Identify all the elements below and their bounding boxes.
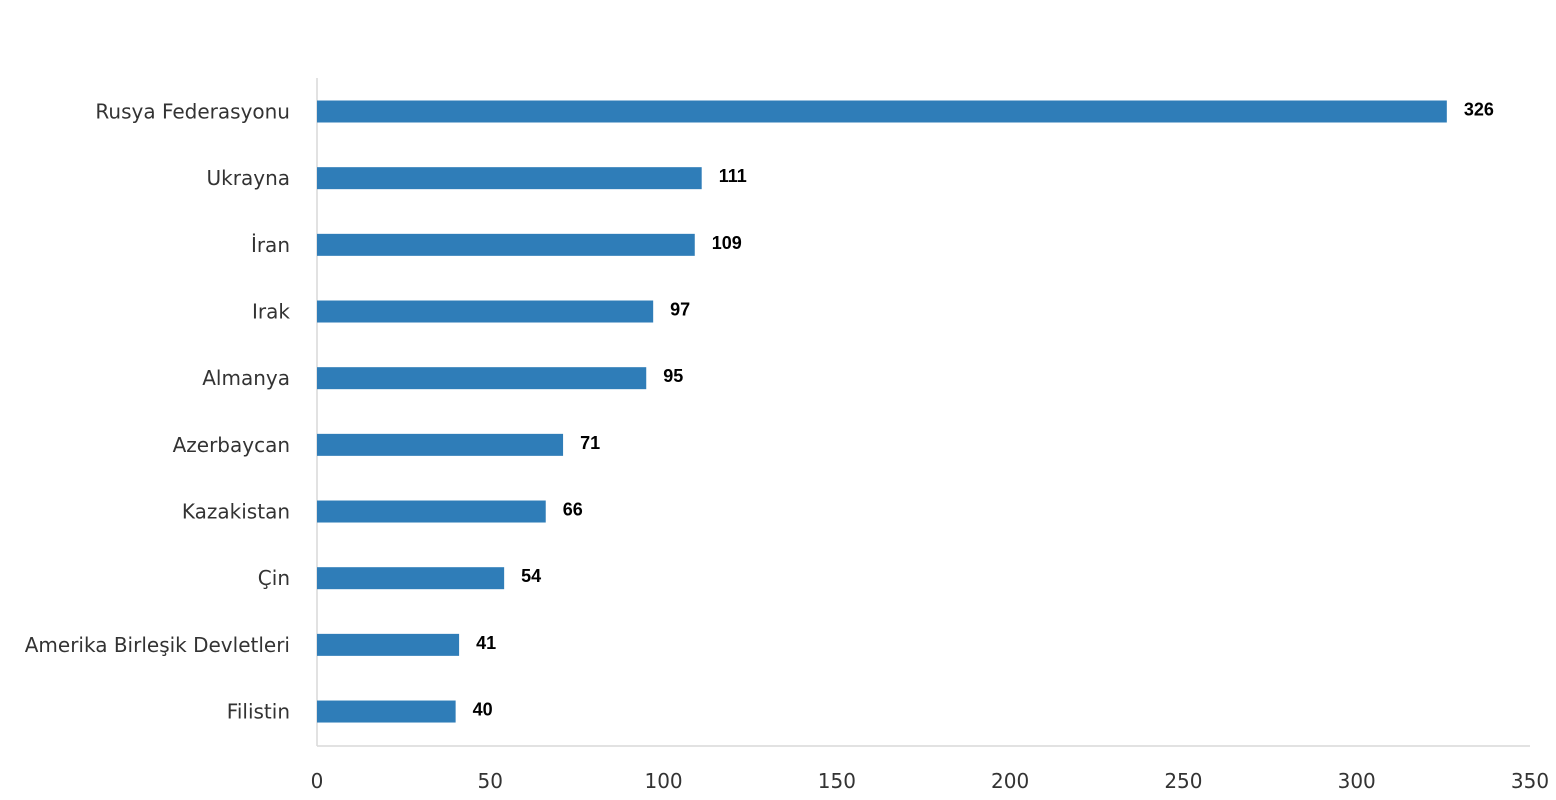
x-tick-label: 250 bbox=[1164, 769, 1202, 793]
category-label: Amerika Birleşik Devletleri bbox=[25, 633, 290, 657]
bar bbox=[317, 500, 546, 523]
bar bbox=[317, 633, 460, 656]
bar bbox=[317, 700, 456, 723]
x-tick-label: 0 bbox=[311, 769, 324, 793]
data-label: 54 bbox=[521, 566, 541, 586]
bar bbox=[317, 567, 505, 590]
category-label: İran bbox=[251, 233, 290, 257]
data-label: 41 bbox=[476, 633, 496, 653]
data-label: 111 bbox=[719, 166, 747, 186]
data-labels-group: 326 111 109 97 95 71 66 54 41 40 bbox=[473, 100, 1494, 720]
data-label: 95 bbox=[663, 366, 683, 386]
bars-group bbox=[317, 100, 1447, 723]
bar bbox=[317, 433, 564, 456]
data-label: 97 bbox=[670, 300, 690, 320]
data-label: 326 bbox=[1464, 100, 1494, 120]
category-label: Çin bbox=[258, 566, 290, 590]
x-tick-label: 150 bbox=[818, 769, 856, 793]
data-label: 71 bbox=[580, 433, 600, 453]
category-label: Rusya Federasyonu bbox=[95, 100, 290, 124]
x-tick-label: 300 bbox=[1338, 769, 1376, 793]
category-labels-group: Rusya Federasyonu Ukrayna İran Irak Almanya A… bbox=[25, 100, 291, 724]
data-label: 40 bbox=[473, 700, 493, 720]
category-label: Azerbaycan bbox=[173, 433, 290, 457]
category-label: Almanya bbox=[202, 366, 290, 390]
bar bbox=[317, 233, 695, 256]
data-label: 109 bbox=[712, 233, 742, 253]
x-tick-labels-group: 0 50 100 150 200 250 300 350 bbox=[311, 769, 1549, 793]
data-label: 66 bbox=[563, 500, 583, 520]
x-tick-label: 50 bbox=[478, 769, 503, 793]
x-tick-label: 350 bbox=[1511, 769, 1549, 793]
bar bbox=[317, 300, 654, 323]
bar bbox=[317, 167, 702, 190]
bar bbox=[317, 367, 647, 390]
category-label: Ukrayna bbox=[207, 166, 290, 190]
category-label: Filistin bbox=[227, 700, 290, 724]
category-label: Kazakistan bbox=[182, 500, 290, 524]
x-tick-label: 200 bbox=[991, 769, 1029, 793]
bar bbox=[317, 100, 1447, 123]
category-label: Irak bbox=[252, 300, 290, 324]
x-tick-label: 100 bbox=[644, 769, 682, 793]
